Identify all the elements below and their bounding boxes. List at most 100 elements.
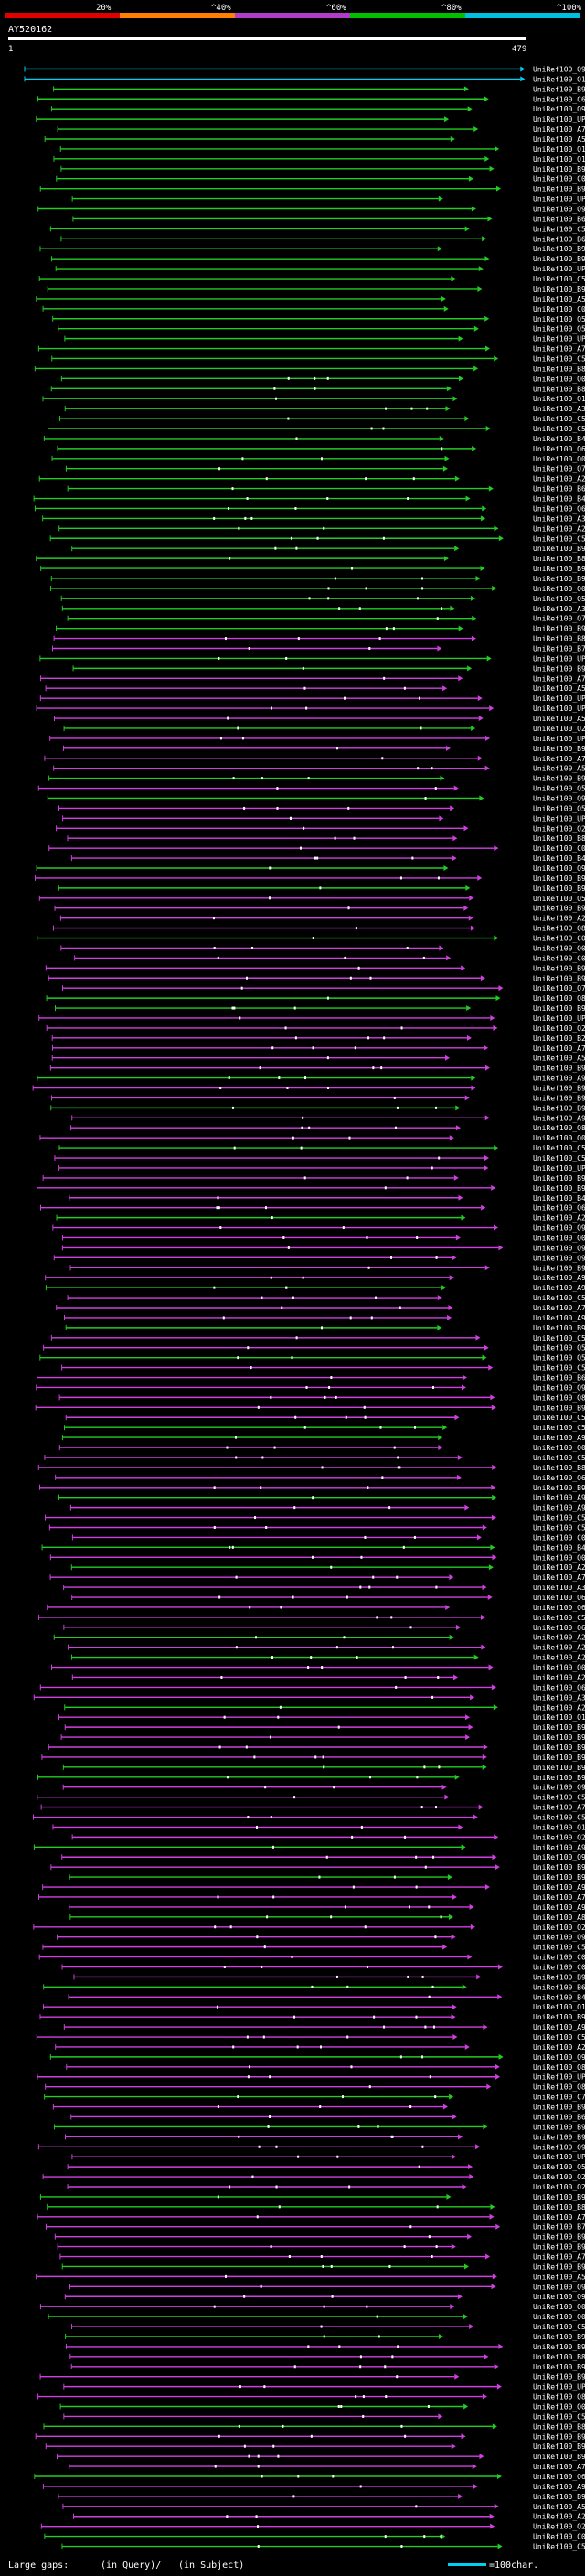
gap-marker: [336, 747, 339, 750]
hit-arrow: [449, 2094, 454, 2100]
hit-arrow: [458, 2134, 463, 2140]
gap-marker: [217, 1196, 219, 1200]
hit-label: UniRef100_Q5RUE6: [533, 315, 585, 323]
gap-marker: [303, 1176, 306, 1180]
gap-marker: [435, 2245, 438, 2249]
gap-marker: [232, 777, 235, 780]
hit-arrow: [437, 246, 442, 252]
hit-row: UniRef100_B4FXD9: [33, 495, 585, 504]
hit-label: UniRef100_C6TL85: [533, 95, 585, 103]
gap-marker: [333, 1786, 335, 1789]
hit-label: UniRef100_B9HU66: [533, 1744, 585, 1752]
gap-marker: [321, 1326, 324, 1330]
hit-row: UniRef100_B6TDF5: [67, 485, 585, 493]
gap-marker: [275, 2145, 278, 2148]
gap-marker: [219, 1087, 222, 1090]
hit-arrow: [452, 2004, 457, 2010]
gap-marker: [282, 2424, 284, 2428]
hit-arrow: [484, 2353, 489, 2359]
gap-marker: [420, 726, 422, 730]
gap-marker: [397, 2345, 399, 2348]
hit-label: UniRef100_B9FNH3: [533, 1484, 585, 1492]
gap-marker: [388, 1506, 391, 1510]
hit-arrow: [484, 1065, 490, 1071]
gap-marker: [440, 2535, 442, 2539]
gap-marker: [229, 557, 231, 560]
hit-label: UniRef100_A2YLC2: [533, 1634, 585, 1642]
hit-label: UniRef100_Q5V038: [533, 595, 585, 603]
gap-marker: [375, 1296, 378, 1299]
hit-arrow: [470, 1924, 475, 1930]
hit-row: UniRef100_A9TUK8: [71, 1114, 585, 1122]
hit-arrow: [454, 2373, 460, 2380]
hit-row: UniRef100_B9RTK6: [57, 2243, 585, 2252]
hit-row: UniRef100_Q9LZQ1: [37, 2143, 585, 2151]
gap-marker: [274, 397, 277, 400]
gap-marker: [243, 806, 246, 810]
hit-row: UniRef100_C0HGU6: [48, 844, 585, 853]
gap-marker: [269, 1735, 271, 1739]
hit-arrow: [495, 145, 500, 152]
hit-row: UniRef100_A2ZGL4: [55, 2043, 585, 2051]
gap-marker: [287, 1246, 290, 1249]
hit-row: UniRef100_A3BY95: [33, 1693, 585, 1701]
gap-marker: [370, 1316, 373, 1320]
gap-marker: [308, 597, 311, 600]
hit-arrow: [451, 1934, 456, 1940]
hit-row: UniRef100_B9N1Y8: [47, 285, 585, 293]
gap-marker: [328, 1385, 331, 1389]
hit-arrow: [473, 2483, 478, 2489]
gap-marker: [423, 2535, 426, 2539]
hit-arrow: [492, 1464, 497, 1470]
gap-marker: [368, 2085, 371, 2089]
gap-marker: [312, 1496, 314, 1500]
gap-marker: [421, 1975, 424, 1978]
hit-row: UniRef100_B9HFE6: [55, 1004, 585, 1012]
gap-marker: [435, 1106, 438, 1109]
hit-row: UniRef100_A2YLC2: [53, 1634, 585, 1642]
hit-label: UniRef100_A7NWH1: [533, 2253, 585, 2262]
gap-marker: [411, 856, 414, 860]
gap-marker: [293, 2015, 296, 2019]
hit-label: UniRef100_C0PPS2: [533, 954, 585, 962]
hit-arrow: [465, 1734, 471, 1741]
gap-marker: [292, 1136, 294, 1140]
hit-arrow: [487, 216, 493, 222]
gap-marker: [271, 1845, 274, 1849]
gap-marker: [322, 1755, 324, 1759]
gap-marker: [358, 607, 361, 610]
gap-marker: [390, 1616, 393, 1619]
hit-arrow: [438, 2413, 443, 2420]
gap-marker: [385, 627, 388, 631]
hit-arrow: [476, 1974, 482, 1980]
gap-marker: [384, 1186, 387, 1190]
hit-label: UniRef100_C5YBW0: [533, 2543, 585, 2551]
hit-arrow: [452, 855, 457, 862]
hit-label: UniRef100_Q2S4T8: [533, 725, 585, 733]
gap-marker: [391, 2355, 394, 2359]
hit-row: UniRef100_C5Z8I1: [49, 225, 585, 233]
gap-marker: [356, 1656, 358, 1659]
gap-marker: [416, 1235, 419, 1239]
hit-arrow: [442, 2104, 448, 2110]
hit-label: UniRef100_B8BU14: [533, 635, 585, 643]
hit-row: UniRef100_B9TCX1: [50, 1104, 585, 1112]
hit-row: UniRef100_UP1000...: [37, 2073, 585, 2082]
hit-label: UniRef100_B9RTW4: [533, 2263, 585, 2271]
gap-marker: [266, 1915, 269, 1919]
hit-arrow: [494, 2363, 499, 2369]
hit-row: UniRef100_Q9LRI0: [61, 1244, 585, 1252]
hit-label: UniRef100_A7PZS9: [533, 755, 585, 763]
gap-marker: [368, 647, 371, 651]
hit-arrow: [486, 2083, 492, 2090]
hit-arrow: [444, 1794, 450, 1800]
hit-row: UniRef100_C5ZP91: [51, 355, 585, 363]
hit-arrow: [464, 1504, 470, 1511]
gap-marker: [227, 716, 229, 720]
hit-arrow: [451, 2014, 456, 2020]
hit-row: UniRef100_Q2I0U1: [71, 1833, 585, 1841]
hit-arrow: [485, 426, 491, 432]
hit-label: UniRef100_C5Z7G3: [533, 1814, 585, 1822]
gap-marker: [259, 1066, 261, 1070]
gap-marker: [366, 1965, 368, 1968]
